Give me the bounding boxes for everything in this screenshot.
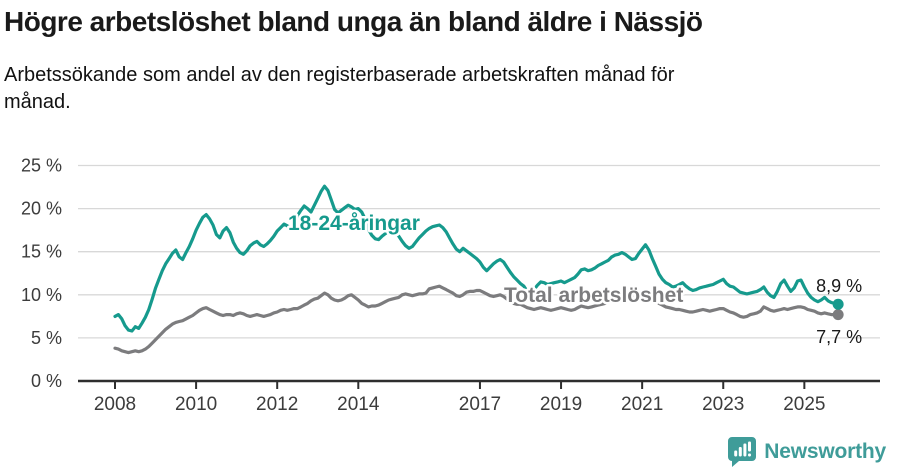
end-dot-youth [832,298,844,310]
exclamation-dot [748,453,752,457]
y-tick-label: 25 % [21,156,62,176]
x-tick-label: 2019 [540,394,582,415]
youth-end-value-label: 8,9 % [816,276,862,296]
youth-series-label: 18-24-åringar [288,212,420,235]
page-subtitle: Arbetssökande som andel av den registerb… [4,64,675,114]
exclamation-stem [748,441,752,452]
series-line-youth [113,184,840,333]
y-tick-label: 0 % [31,371,62,391]
bar-tall [743,443,747,457]
bar-small [734,450,738,457]
x-tick-label: 2025 [783,394,825,415]
newsworthy-brand-name: Newsworthy [764,440,886,463]
speech-bubble-shape [728,437,757,467]
chart-header: Högre arbetslöshet bland unga än bland ä… [4,0,896,116]
newsworthy-logo: Newsworthy [727,436,886,468]
x-tick-label: 2017 [459,394,501,415]
bar-medium [739,447,743,457]
series-line-total [113,284,840,355]
total-series-label: Total arbetslöshet [504,284,683,307]
newsworthy-logo-icon [728,437,757,467]
x-tick-label: 2014 [337,394,380,415]
x-tick-label: 2023 [702,394,744,415]
end-dot-total [832,309,844,321]
x-tick-label: 2021 [621,394,663,415]
x-tick-label: 2008 [94,394,136,415]
y-tick-label: 5 % [31,328,62,348]
total-end-value-label: 7,7 % [816,327,862,347]
x-tick-label: 2010 [175,394,217,415]
y-tick-label: 10 % [21,285,62,305]
y-tick-label: 20 % [21,199,62,219]
x-tick-label: 2012 [256,394,298,415]
y-tick-label: 15 % [21,242,62,262]
page-title: Högre arbetslöshet bland unga än bland ä… [4,6,703,37]
